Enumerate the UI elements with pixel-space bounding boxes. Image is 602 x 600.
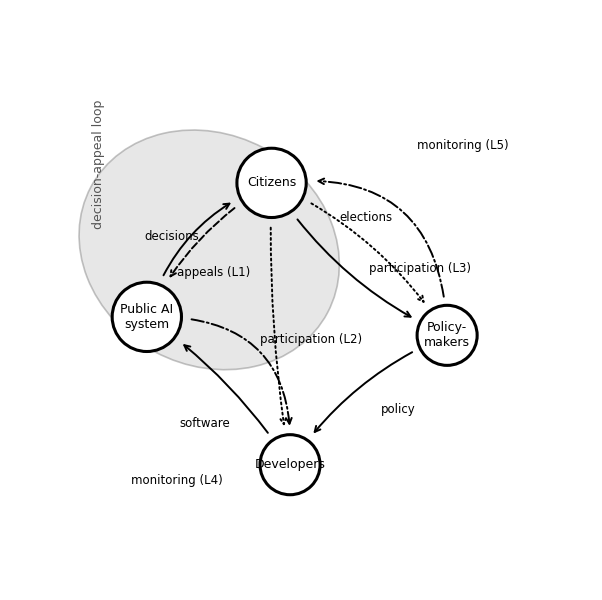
Text: Public AI
system: Public AI system: [120, 303, 173, 331]
Text: monitoring (L4): monitoring (L4): [131, 475, 222, 487]
Text: elections: elections: [340, 211, 393, 224]
Text: Policy-
makers: Policy- makers: [424, 322, 470, 349]
Circle shape: [112, 282, 181, 352]
Text: decision-appeal loop: decision-appeal loop: [92, 100, 105, 229]
Text: Citizens: Citizens: [247, 176, 296, 190]
Ellipse shape: [79, 130, 340, 370]
Text: decisions: decisions: [145, 230, 200, 242]
Circle shape: [237, 148, 306, 218]
Text: participation (L3): participation (L3): [368, 262, 471, 275]
Text: monitoring (L5): monitoring (L5): [417, 139, 509, 152]
Circle shape: [417, 305, 477, 365]
Text: policy: policy: [381, 403, 416, 416]
Text: Developers: Developers: [255, 458, 326, 471]
Text: participation (L2): participation (L2): [260, 334, 362, 346]
Text: appeals (L1): appeals (L1): [177, 266, 250, 280]
Text: software: software: [179, 416, 230, 430]
Circle shape: [260, 434, 320, 495]
